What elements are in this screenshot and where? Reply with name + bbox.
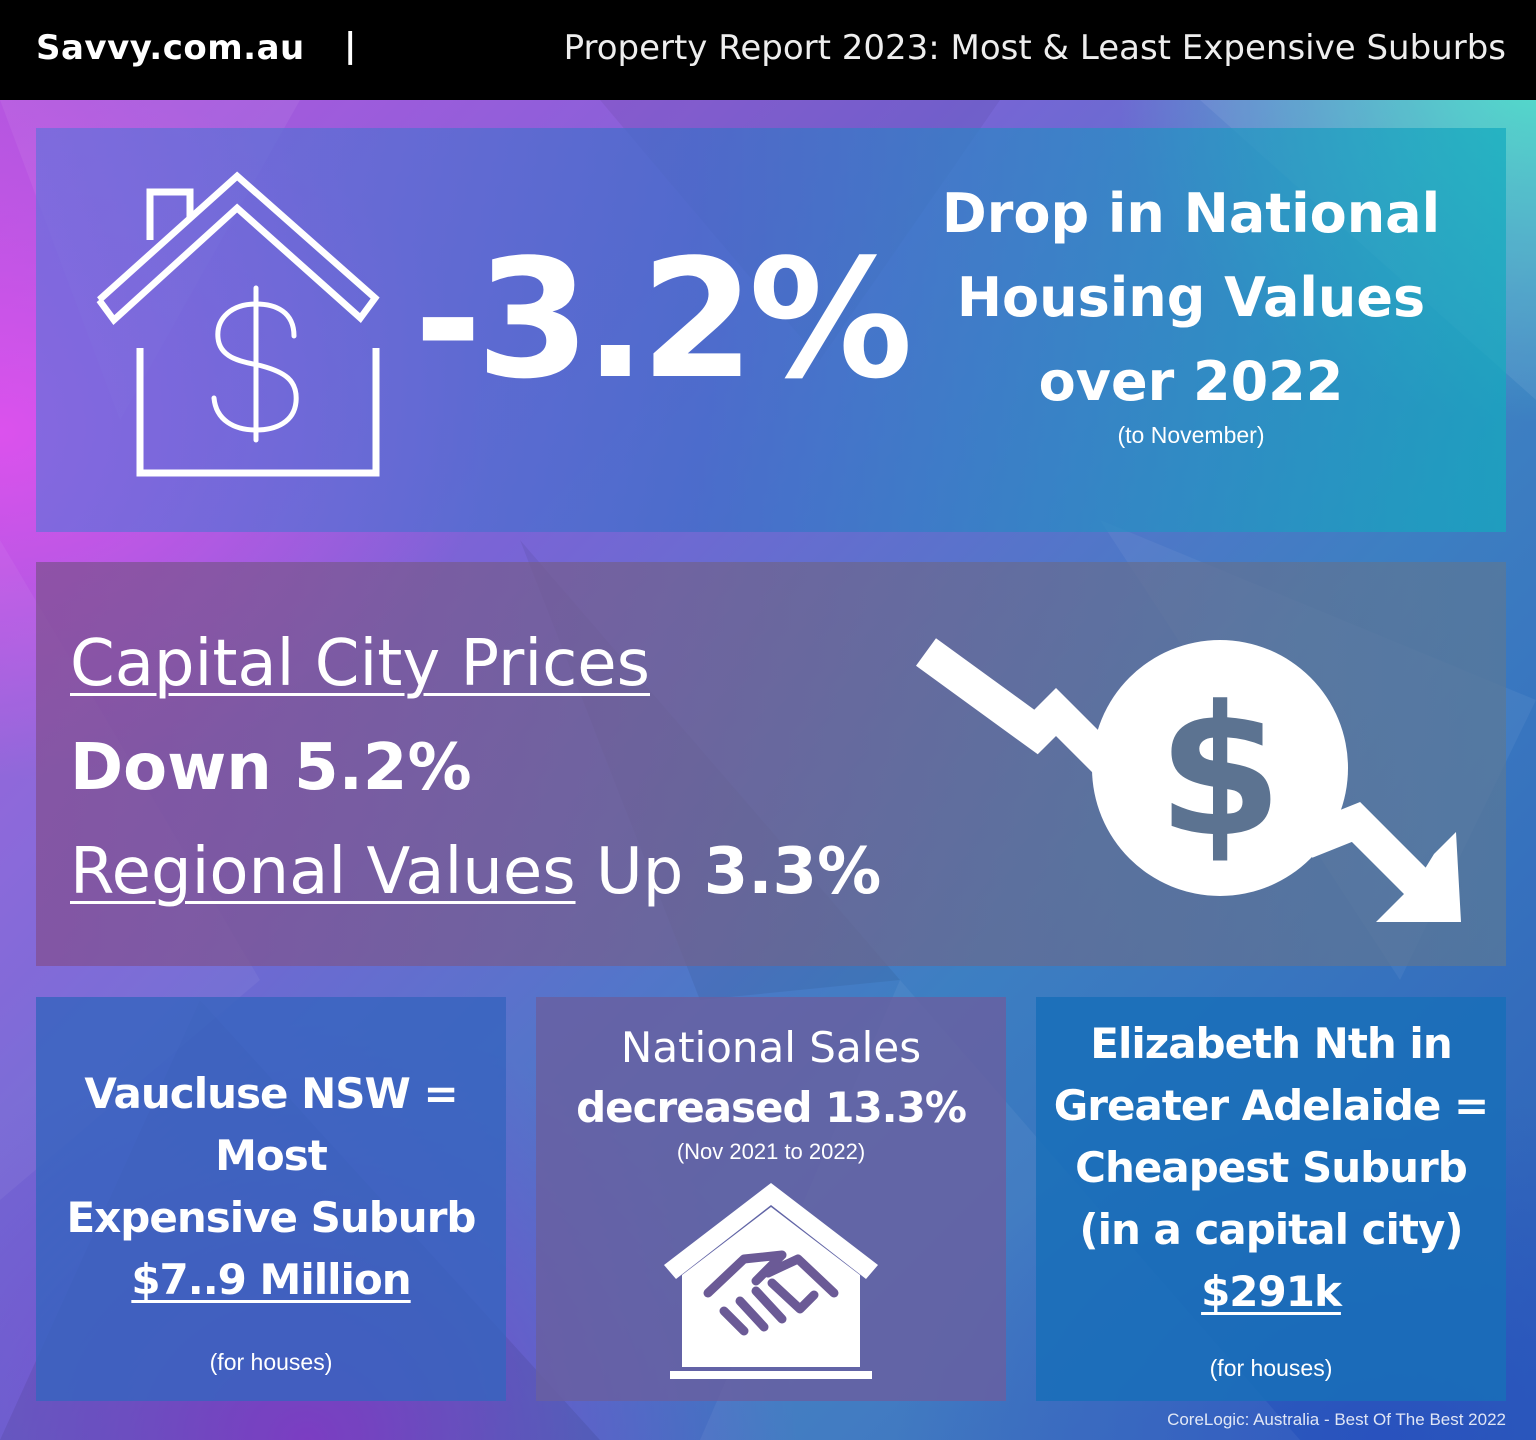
national-headline: Drop in National Housing Values over 202… — [916, 172, 1466, 424]
cheapest-line-1: Elizabeth Nth in — [1090, 1019, 1452, 1068]
cheapest-line-4: (in a capital city) — [1079, 1205, 1463, 1254]
city-regional-panel: Capital City Prices Down 5.2% Regional V… — [36, 562, 1506, 966]
header-divider: | — [344, 26, 357, 66]
cheapest-text: Elizabeth Nth in Greater Adelaide = Chea… — [1036, 1013, 1506, 1323]
cheapest-line-3: Cheapest Suburb — [1075, 1143, 1468, 1192]
most-expensive-text: Vaucluse NSW = Most Expensive Suburb $7.… — [36, 1063, 506, 1311]
cheapest-note: (for houses) — [1209, 1355, 1333, 1381]
capital-city-value: Down 5.2% — [70, 731, 472, 805]
sales-note: (Nov 2021 to 2022) — [676, 1139, 866, 1164]
most-expensive-price: $7..9 Million — [131, 1255, 411, 1304]
regional-label: Regional Values — [70, 835, 576, 909]
svg-text:$: $ — [1157, 668, 1282, 877]
most-expensive-line-1: Vaucluse NSW = — [84, 1069, 458, 1118]
headline-note: (to November) — [1117, 422, 1265, 448]
sales-line-2: decreased 13.3% — [576, 1083, 967, 1132]
regional-direction: Up — [575, 835, 704, 909]
regional-line: Regional Values Up 3.3% — [70, 840, 881, 904]
capital-city-label: Capital City Prices — [70, 627, 650, 701]
cheapest-line-2: Greater Adelaide = — [1053, 1081, 1489, 1130]
header-bar: Savvy.com.au | Property Report 2023: Mos… — [0, 0, 1536, 100]
most-expensive-line-3: Expensive Suburb — [66, 1193, 476, 1242]
cheapest-price: $291k — [1201, 1267, 1342, 1316]
headline-line-2: Housing Values — [956, 266, 1426, 329]
cheapest-suburb-card: Elizabeth Nth in Greater Adelaide = Chea… — [1036, 997, 1506, 1401]
most-expensive-note: (for houses) — [209, 1349, 333, 1375]
most-expensive-line-2: Most — [215, 1131, 328, 1180]
brand-name: Savvy.com.au — [36, 28, 305, 68]
source-credit: CoreLogic: Australia - Best Of The Best … — [1167, 1410, 1506, 1429]
national-drop-value: -3.2% — [414, 224, 913, 415]
headline-line-3: over 2022 — [1038, 350, 1344, 413]
sales-line-1: National Sales — [620, 1023, 922, 1072]
falling-dollar-arrow-icon: $ — [916, 638, 1461, 922]
report-title: Property Report 2023: Most & Least Expen… — [563, 28, 1506, 68]
national-sales-card: National Sales decreased 13.3% (Nov 2021… — [536, 997, 1006, 1401]
headline-line-1: Drop in National — [941, 182, 1441, 245]
regional-value: 3.3% — [703, 835, 882, 909]
house-dollar-icon — [96, 171, 380, 477]
handshake-house-icon — [664, 1183, 878, 1379]
most-expensive-card: Vaucluse NSW = Most Expensive Suburb $7.… — [36, 997, 506, 1401]
national-values-panel: -3.2% Drop in National Housing Values ov… — [36, 128, 1506, 532]
